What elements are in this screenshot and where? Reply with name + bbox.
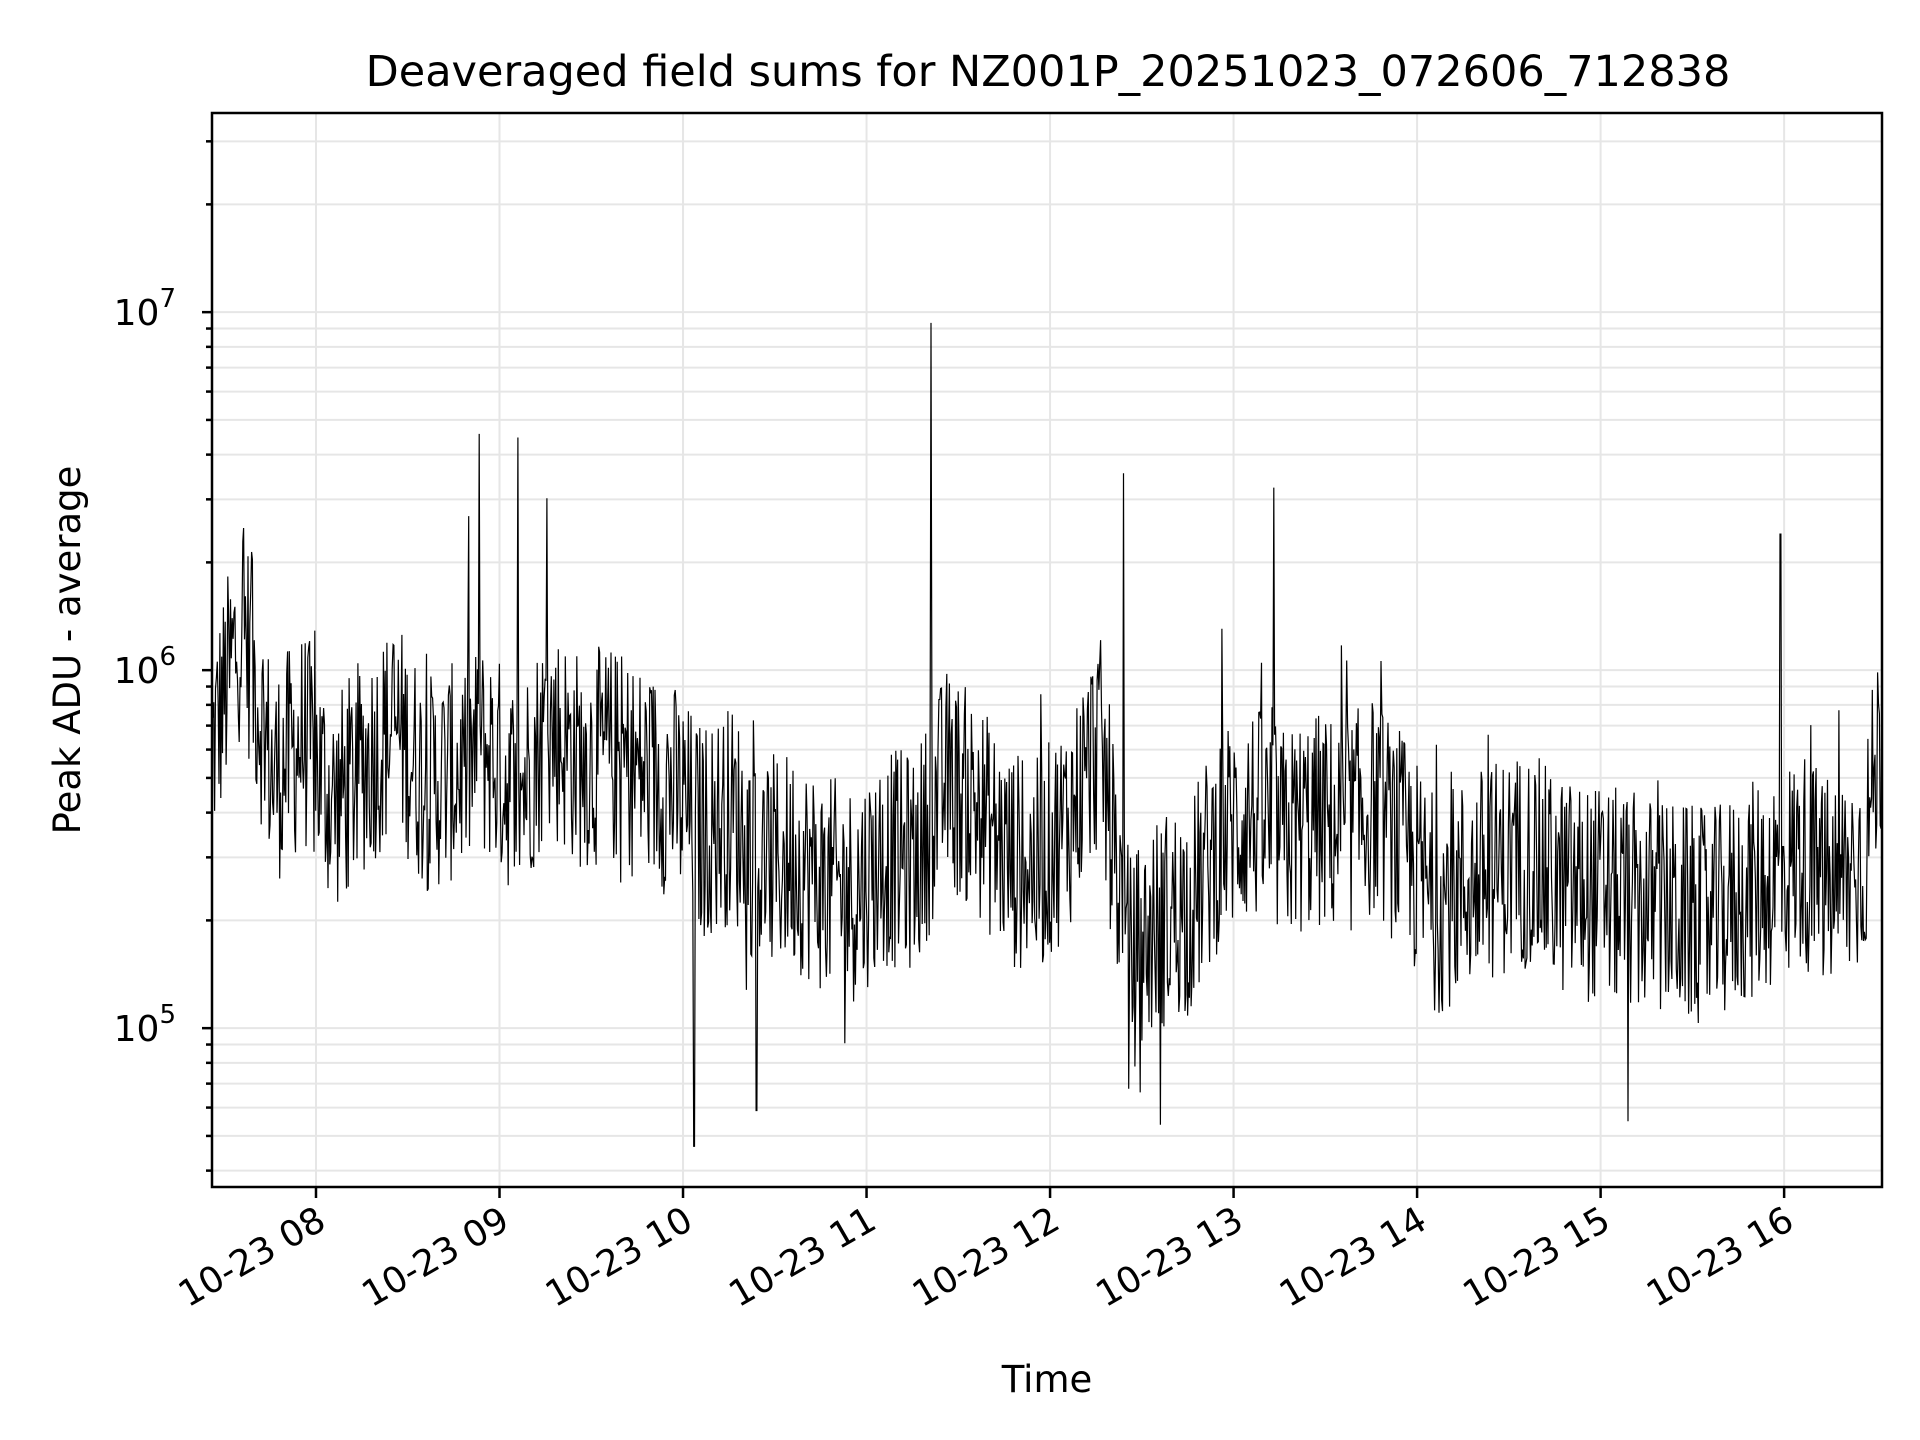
- x-axis-label: Time: [1001, 1358, 1093, 1401]
- y-axis-label: Peak ADU - average: [46, 466, 89, 835]
- y-tick-label: 106: [114, 642, 176, 692]
- y-tick-label: 105: [114, 1000, 176, 1050]
- y-tick-label: 107: [114, 284, 176, 334]
- y-axis: 105 106 107: [114, 140, 212, 1172]
- grid: [212, 113, 1882, 1187]
- series-line: [211, 322, 1883, 1147]
- series-layer: [211, 322, 1883, 1147]
- plot-frame: [210, 111, 1884, 1189]
- plot-area: [210, 111, 1884, 1189]
- chart-title: Deaveraged field sums for NZ001P_2025102…: [366, 47, 1731, 97]
